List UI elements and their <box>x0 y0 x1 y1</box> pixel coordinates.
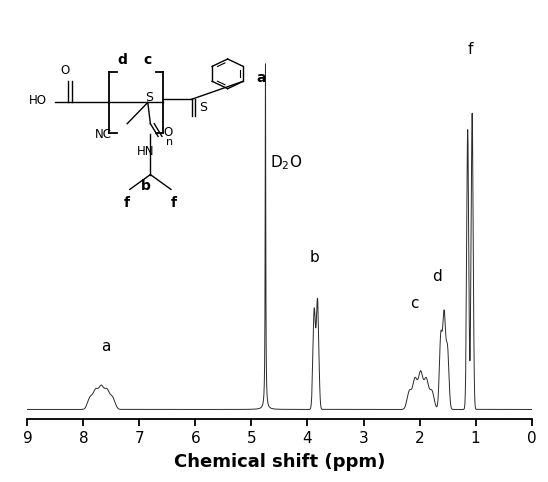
Text: O: O <box>61 64 70 77</box>
Text: NC: NC <box>95 128 112 141</box>
Text: a: a <box>256 71 265 85</box>
Text: HO: HO <box>29 94 47 107</box>
Text: f: f <box>170 196 176 210</box>
Text: a: a <box>101 338 111 353</box>
Text: n: n <box>166 137 173 147</box>
Text: d: d <box>117 54 127 67</box>
Text: S: S <box>199 101 207 114</box>
Text: c: c <box>410 296 418 311</box>
Text: HN: HN <box>136 145 154 158</box>
Text: b: b <box>310 250 319 265</box>
Text: d: d <box>432 269 442 284</box>
Text: c: c <box>144 54 152 67</box>
Text: S: S <box>145 91 153 104</box>
Text: D$_2$O: D$_2$O <box>270 154 302 173</box>
Text: O: O <box>163 126 173 139</box>
Text: f: f <box>124 196 130 210</box>
Text: f: f <box>467 42 472 57</box>
Text: b: b <box>140 179 150 193</box>
X-axis label: Chemical shift (ppm): Chemical shift (ppm) <box>174 453 385 471</box>
